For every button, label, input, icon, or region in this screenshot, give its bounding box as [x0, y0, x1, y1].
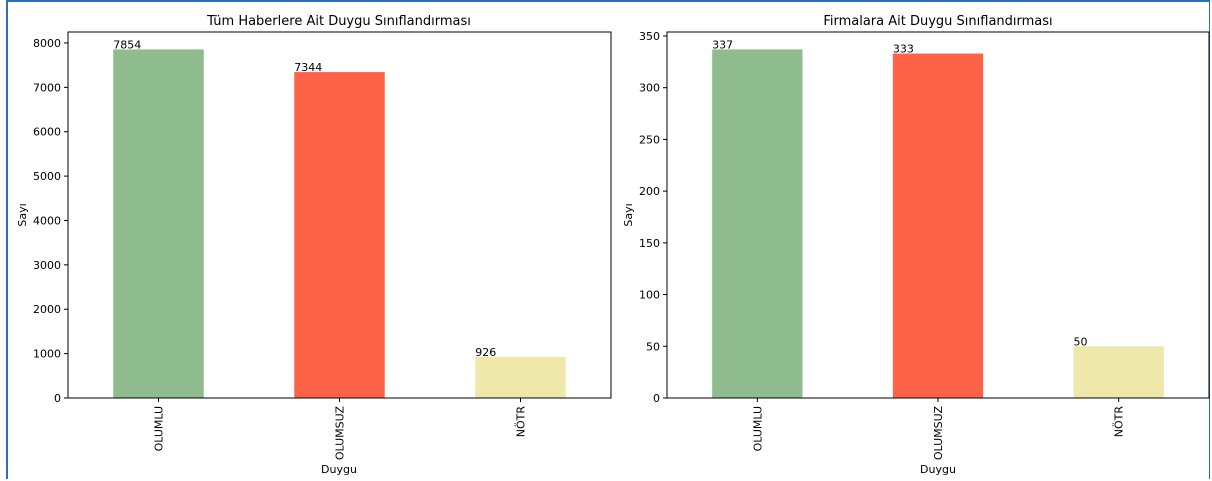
y-tick-label: 8000 — [33, 37, 61, 50]
x-tick-label: OLUMLU — [153, 406, 166, 451]
y-tick-label: 2000 — [33, 303, 61, 316]
y-tick-label: 200 — [639, 185, 660, 198]
bar-olumlu — [113, 49, 204, 398]
chart-title: Firmalara Ait Duygu Sınıflandırması — [823, 14, 1052, 29]
bar-value-label: 50 — [1074, 335, 1088, 348]
bar-nötr — [1073, 346, 1164, 398]
y-tick-label: 300 — [639, 82, 660, 95]
chart-left: Tüm Haberlere Ait Duygu Sınıflandırması … — [16, 14, 612, 476]
bar-value-label: 926 — [475, 346, 496, 359]
y-tick-label: 6000 — [33, 126, 61, 139]
y-tick-label: 1000 — [33, 348, 61, 361]
y-tick-label: 150 — [639, 237, 660, 250]
y-tick-label: 0 — [653, 392, 660, 405]
plot-area: 337 OLUMLU 333 OLUMSUZ 50 NÖTR 0 50 100 150 200 250… — [639, 30, 1210, 461]
y-tick-label: 4000 — [33, 214, 61, 227]
chart-title: Tüm Haberlere Ait Duygu Sınıflandırması — [206, 14, 471, 29]
x-tick-label: NÖTR — [1113, 406, 1126, 438]
x-tick-label: OLUMLU — [751, 406, 764, 451]
bar-olumlu — [712, 49, 803, 399]
y-axis-label: Sayı — [16, 203, 29, 226]
bar-value-label: 7854 — [113, 38, 141, 51]
x-tick-label: NÖTR — [515, 406, 528, 438]
y-tick-label: 100 — [639, 289, 660, 302]
bar-value-label: 333 — [893, 43, 914, 56]
y-axis-label: Sayı — [622, 203, 635, 226]
y-tick-label: 3000 — [33, 259, 61, 272]
bar-nötr — [475, 356, 566, 398]
bar-value-label: 7344 — [294, 61, 322, 74]
bar-olumsuz — [892, 53, 984, 398]
x-tick-label: OLUMSUZ — [932, 406, 945, 461]
y-tick-label: 350 — [639, 30, 660, 43]
x-axis-label: Duygu — [920, 463, 956, 476]
axes-frame — [67, 31, 612, 399]
y-tick-label: 0 — [54, 392, 61, 405]
bar-olumsuz — [294, 72, 385, 398]
y-tick-label: 7000 — [33, 81, 61, 94]
chart-right: Firmalara Ait Duygu Sınıflandırması Duyg… — [622, 14, 1210, 476]
plot-area: 7854 OLUMLU 7344 OLUMSUZ 926 NÖTR 0 1000 2000 300… — [33, 31, 612, 461]
y-tick-label: 5000 — [33, 170, 61, 183]
y-tick-label: 50 — [646, 340, 660, 353]
axes-frame — [666, 31, 1210, 399]
x-tick-label: OLUMSUZ — [334, 406, 347, 461]
x-axis-label: Duygu — [321, 463, 357, 476]
bar-value-label: 337 — [712, 38, 733, 51]
y-tick-label: 250 — [639, 133, 660, 146]
